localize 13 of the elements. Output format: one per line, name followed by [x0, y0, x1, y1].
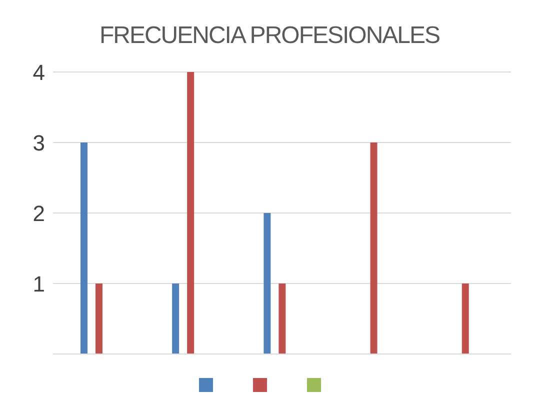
bar [95, 284, 102, 354]
bar [187, 72, 194, 354]
bar [172, 284, 180, 354]
bar [278, 284, 286, 354]
y-tick-label: 4 [32, 60, 45, 85]
bar [462, 284, 469, 354]
bar [264, 213, 271, 354]
bar [80, 142, 88, 354]
y-tick-label: 1 [32, 271, 45, 296]
y-tick-label: 3 [32, 130, 45, 156]
y-tick-label: 2 [32, 200, 45, 226]
bar [370, 142, 378, 354]
chart-title: FRECUENCIA PROFESIONALES [99, 22, 440, 49]
